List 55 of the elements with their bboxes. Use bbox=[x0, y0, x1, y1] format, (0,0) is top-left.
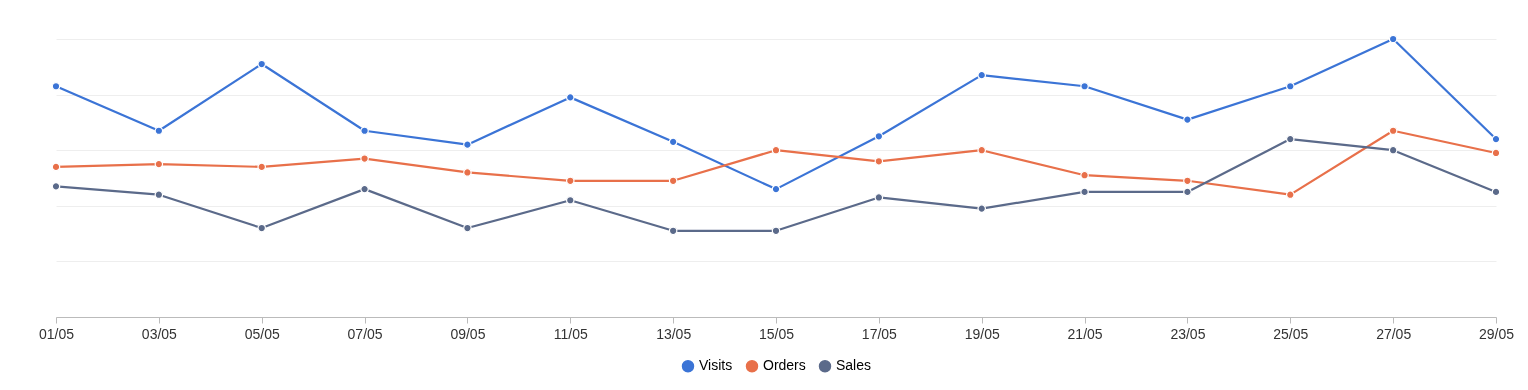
point bbox=[257, 223, 267, 233]
point bbox=[360, 126, 369, 136]
x-tick-label: 27/05 bbox=[1376, 325, 1412, 342]
x-tick-label: 15/05 bbox=[758, 325, 795, 342]
x-tick-label: 25/05 bbox=[1273, 325, 1309, 342]
point bbox=[1285, 81, 1295, 91]
point bbox=[771, 145, 781, 155]
point bbox=[1080, 81, 1089, 91]
x-tick-label: 03/05 bbox=[141, 325, 178, 342]
point bbox=[1285, 190, 1295, 199]
point bbox=[771, 226, 781, 236]
point bbox=[154, 126, 164, 136]
x-tick-label: 29/05 bbox=[1478, 325, 1515, 342]
point bbox=[360, 154, 369, 163]
x-tick-label: 09/05 bbox=[450, 325, 486, 342]
point bbox=[1080, 187, 1089, 197]
point bbox=[51, 81, 61, 91]
legend-label: Visits bbox=[699, 357, 733, 374]
x-tick-label: 07/05 bbox=[347, 325, 383, 342]
point bbox=[463, 223, 472, 233]
point bbox=[977, 204, 987, 213]
point bbox=[1285, 134, 1295, 144]
x-tick-label: 01/05 bbox=[38, 325, 75, 342]
point bbox=[1183, 176, 1192, 186]
point bbox=[565, 176, 575, 186]
point bbox=[565, 93, 575, 102]
point bbox=[1491, 134, 1501, 144]
x-tick-label: 05/05 bbox=[244, 325, 280, 342]
point bbox=[874, 193, 884, 202]
point bbox=[257, 162, 267, 172]
point bbox=[463, 168, 472, 177]
point bbox=[565, 195, 575, 205]
point bbox=[51, 182, 61, 191]
point bbox=[1183, 187, 1192, 197]
point bbox=[668, 176, 678, 186]
point bbox=[874, 157, 884, 166]
x-tick-label: 17/05 bbox=[861, 325, 898, 342]
legend-label: Sales bbox=[836, 357, 872, 374]
point bbox=[1080, 170, 1089, 180]
x-tick-label: 23/05 bbox=[1170, 325, 1206, 342]
point bbox=[1388, 145, 1398, 155]
point bbox=[1183, 115, 1192, 124]
point bbox=[1388, 34, 1398, 44]
point bbox=[463, 140, 472, 149]
legend-label: Orders bbox=[763, 357, 806, 374]
x-tick-label: 11/05 bbox=[553, 325, 588, 342]
point bbox=[257, 59, 267, 69]
x-tick-label: 19/05 bbox=[964, 325, 1000, 342]
point bbox=[977, 145, 987, 155]
point bbox=[1388, 126, 1398, 136]
point bbox=[874, 132, 884, 141]
x-tick-label: 13/05 bbox=[656, 325, 692, 342]
point bbox=[154, 190, 164, 199]
x-tick-label: 21/05 bbox=[1067, 325, 1103, 342]
point bbox=[668, 226, 678, 236]
